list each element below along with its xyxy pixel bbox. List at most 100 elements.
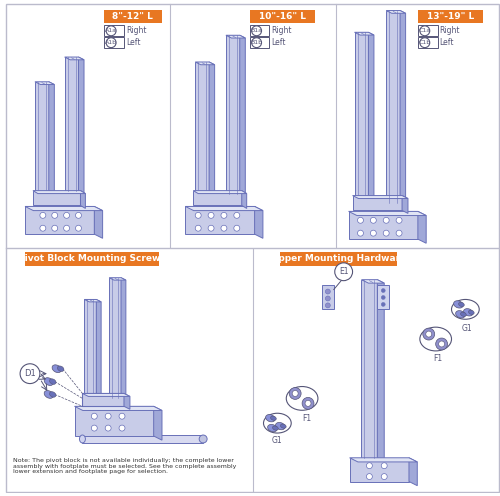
Text: Left: Left (126, 38, 140, 47)
Ellipse shape (50, 392, 56, 397)
Polygon shape (350, 458, 418, 462)
Polygon shape (195, 62, 209, 190)
Polygon shape (25, 206, 102, 211)
Ellipse shape (266, 415, 275, 422)
Ellipse shape (50, 379, 56, 384)
Circle shape (305, 400, 311, 406)
Ellipse shape (452, 300, 479, 319)
Circle shape (382, 289, 385, 293)
Polygon shape (124, 393, 130, 409)
Ellipse shape (454, 301, 463, 308)
Polygon shape (226, 35, 246, 38)
Text: Upper Mounting Hardware: Upper Mounting Hardware (271, 254, 406, 263)
Text: 8"-12" L: 8"-12" L (112, 12, 154, 21)
Text: G1: G1 (272, 436, 282, 445)
Text: A1a: A1a (105, 28, 117, 33)
Polygon shape (350, 458, 409, 482)
Circle shape (252, 38, 262, 48)
Circle shape (396, 217, 402, 223)
Polygon shape (250, 9, 315, 23)
Text: Right: Right (272, 26, 292, 35)
Circle shape (370, 217, 376, 223)
Circle shape (105, 425, 111, 431)
Circle shape (382, 296, 385, 300)
Circle shape (383, 230, 389, 236)
Polygon shape (348, 211, 418, 239)
Circle shape (396, 230, 402, 236)
Text: Right: Right (440, 26, 460, 35)
Polygon shape (250, 25, 270, 36)
Text: E1: E1 (339, 267, 348, 276)
Polygon shape (209, 62, 214, 193)
Text: Left: Left (440, 38, 454, 47)
Circle shape (221, 212, 227, 218)
Ellipse shape (44, 377, 54, 385)
Polygon shape (378, 285, 389, 310)
Ellipse shape (286, 386, 318, 410)
Circle shape (366, 474, 372, 480)
Polygon shape (254, 206, 263, 238)
Circle shape (420, 26, 430, 36)
Ellipse shape (468, 310, 474, 314)
Polygon shape (82, 435, 203, 443)
Polygon shape (409, 458, 418, 486)
Polygon shape (348, 211, 426, 216)
Polygon shape (242, 190, 246, 208)
Ellipse shape (420, 327, 452, 351)
Ellipse shape (464, 309, 473, 316)
Text: A1b: A1b (105, 40, 117, 45)
Polygon shape (33, 190, 86, 193)
Polygon shape (74, 406, 154, 436)
Circle shape (221, 225, 227, 231)
Circle shape (76, 225, 82, 231)
Circle shape (358, 217, 364, 223)
Polygon shape (418, 9, 483, 23)
Polygon shape (104, 9, 162, 23)
Polygon shape (64, 57, 84, 60)
Circle shape (106, 38, 116, 48)
Text: Note: The pivot block is not available individually; the complete lower
assembly: Note: The pivot block is not available i… (13, 458, 236, 474)
Ellipse shape (44, 390, 54, 398)
Circle shape (76, 212, 82, 218)
Polygon shape (25, 206, 94, 234)
Circle shape (370, 230, 376, 236)
Polygon shape (402, 195, 408, 213)
Polygon shape (82, 393, 124, 406)
Polygon shape (82, 393, 130, 396)
Polygon shape (6, 3, 499, 493)
Circle shape (292, 390, 298, 396)
Ellipse shape (199, 435, 207, 443)
Polygon shape (352, 195, 402, 210)
Ellipse shape (460, 312, 466, 316)
Circle shape (420, 38, 430, 48)
Polygon shape (35, 82, 49, 190)
Ellipse shape (280, 424, 286, 428)
Circle shape (119, 413, 125, 419)
Text: Right: Right (126, 26, 146, 35)
Ellipse shape (272, 426, 278, 430)
Text: Left: Left (272, 38, 286, 47)
Polygon shape (64, 57, 78, 190)
Text: D1: D1 (24, 369, 36, 378)
Polygon shape (226, 35, 240, 193)
Circle shape (92, 425, 98, 431)
Circle shape (426, 331, 432, 337)
Ellipse shape (276, 423, 285, 430)
Polygon shape (362, 280, 384, 283)
Text: F1: F1 (433, 354, 442, 363)
Polygon shape (78, 57, 84, 193)
Polygon shape (94, 206, 102, 238)
Polygon shape (418, 25, 438, 36)
Circle shape (105, 413, 111, 419)
Circle shape (383, 217, 389, 223)
Circle shape (358, 230, 364, 236)
Polygon shape (84, 300, 96, 398)
Circle shape (326, 296, 330, 301)
Polygon shape (280, 252, 397, 266)
Circle shape (40, 225, 46, 231)
Circle shape (64, 225, 70, 231)
Polygon shape (194, 190, 242, 205)
Text: 13"-19" L: 13"-19" L (427, 12, 474, 21)
Ellipse shape (58, 366, 64, 372)
Polygon shape (109, 278, 126, 280)
